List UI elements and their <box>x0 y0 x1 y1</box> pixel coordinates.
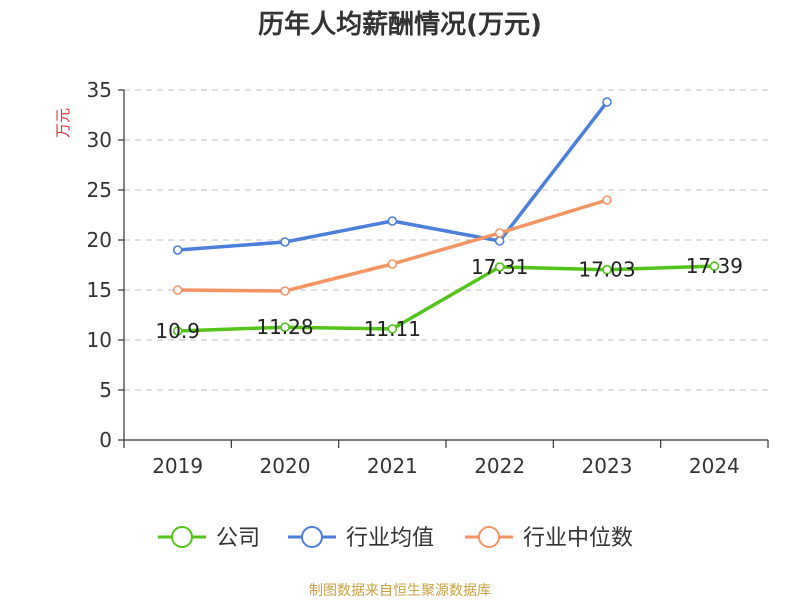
data-point-2-0[interactable] <box>172 285 183 295</box>
data-label-3: 17.31 <box>471 255 528 279</box>
series-lines <box>172 97 720 336</box>
legend-item-2[interactable]: 行业中位数 <box>465 526 633 551</box>
legend[interactable]: 公司 行业均值 行业中位数 <box>158 526 633 551</box>
legend-swatch-marker <box>478 526 500 548</box>
series-line-1 <box>177 100 609 252</box>
data-point-1-0[interactable] <box>172 245 183 255</box>
y-tick-label: 10 <box>87 328 112 352</box>
y-tick-label: 5 <box>99 378 112 402</box>
x-tick-label-2022: 2022 <box>474 454 525 478</box>
x-tick-label-2019: 2019 <box>152 454 203 478</box>
grid-lines <box>124 89 768 391</box>
chart-title: 历年人均薪酬情况(万元) <box>258 9 542 40</box>
data-labels: 10.9 11.28 11.11 17.31 17.03 17.39 <box>155 254 743 343</box>
series-line-0 <box>177 264 715 333</box>
y-tick-label: 15 <box>87 278 112 302</box>
data-point-1-4[interactable] <box>602 97 612 107</box>
data-label-1: 11.28 <box>256 315 313 339</box>
y-axis-label: 万元 <box>54 108 72 138</box>
y-tick-label: 25 <box>87 178 112 202</box>
data-point-2-3[interactable] <box>494 228 505 238</box>
y-tick-label: 30 <box>87 128 112 152</box>
legend-label: 行业均值 <box>346 526 434 551</box>
data-point-2-1[interactable] <box>280 286 290 296</box>
data-point-0-4[interactable] <box>602 264 612 275</box>
x-tick-label-2021: 2021 <box>367 454 418 478</box>
data-label-0: 10.9 <box>155 319 200 343</box>
legend-item-1[interactable]: 行业均值 <box>288 526 434 551</box>
y-tick-label: 20 <box>87 228 112 252</box>
x-tick-label-2024: 2024 <box>689 454 740 478</box>
data-point-2-4[interactable] <box>602 195 612 205</box>
data-label-5: 17.39 <box>686 254 743 278</box>
legend-label: 行业中位数 <box>523 526 633 551</box>
data-point-0-2[interactable] <box>387 324 398 334</box>
source-note: 制图数据来自恒生聚源数据库 <box>309 583 491 599</box>
legend-label: 公司 <box>216 526 260 551</box>
data-point-1-2[interactable] <box>387 216 398 226</box>
data-point-1-3[interactable] <box>494 236 505 246</box>
legend-swatch-marker <box>171 526 193 548</box>
x-tick-label-2020: 2020 <box>260 454 311 478</box>
axes: 0 5 10 15 20 25 30 35 2019 2020 2021 2022 2023 2024 <box>87 78 769 478</box>
data-point-0-3[interactable] <box>494 262 505 272</box>
data-point-2-2[interactable] <box>387 259 398 269</box>
y-tick-label: 35 <box>87 78 112 102</box>
data-label-2: 11.11 <box>364 317 421 341</box>
data-label-4: 17.03 <box>578 258 635 282</box>
legend-swatch-marker <box>301 526 323 548</box>
x-tick-label-2023: 2023 <box>582 454 633 478</box>
data-point-0-5[interactable] <box>709 261 720 271</box>
legend-item-0[interactable]: 公司 <box>158 526 260 551</box>
data-point-0-0[interactable] <box>172 326 183 336</box>
y-tick-label: 0 <box>99 428 112 452</box>
data-point-0-1[interactable] <box>280 322 290 333</box>
data-point-1-1[interactable] <box>280 237 290 247</box>
